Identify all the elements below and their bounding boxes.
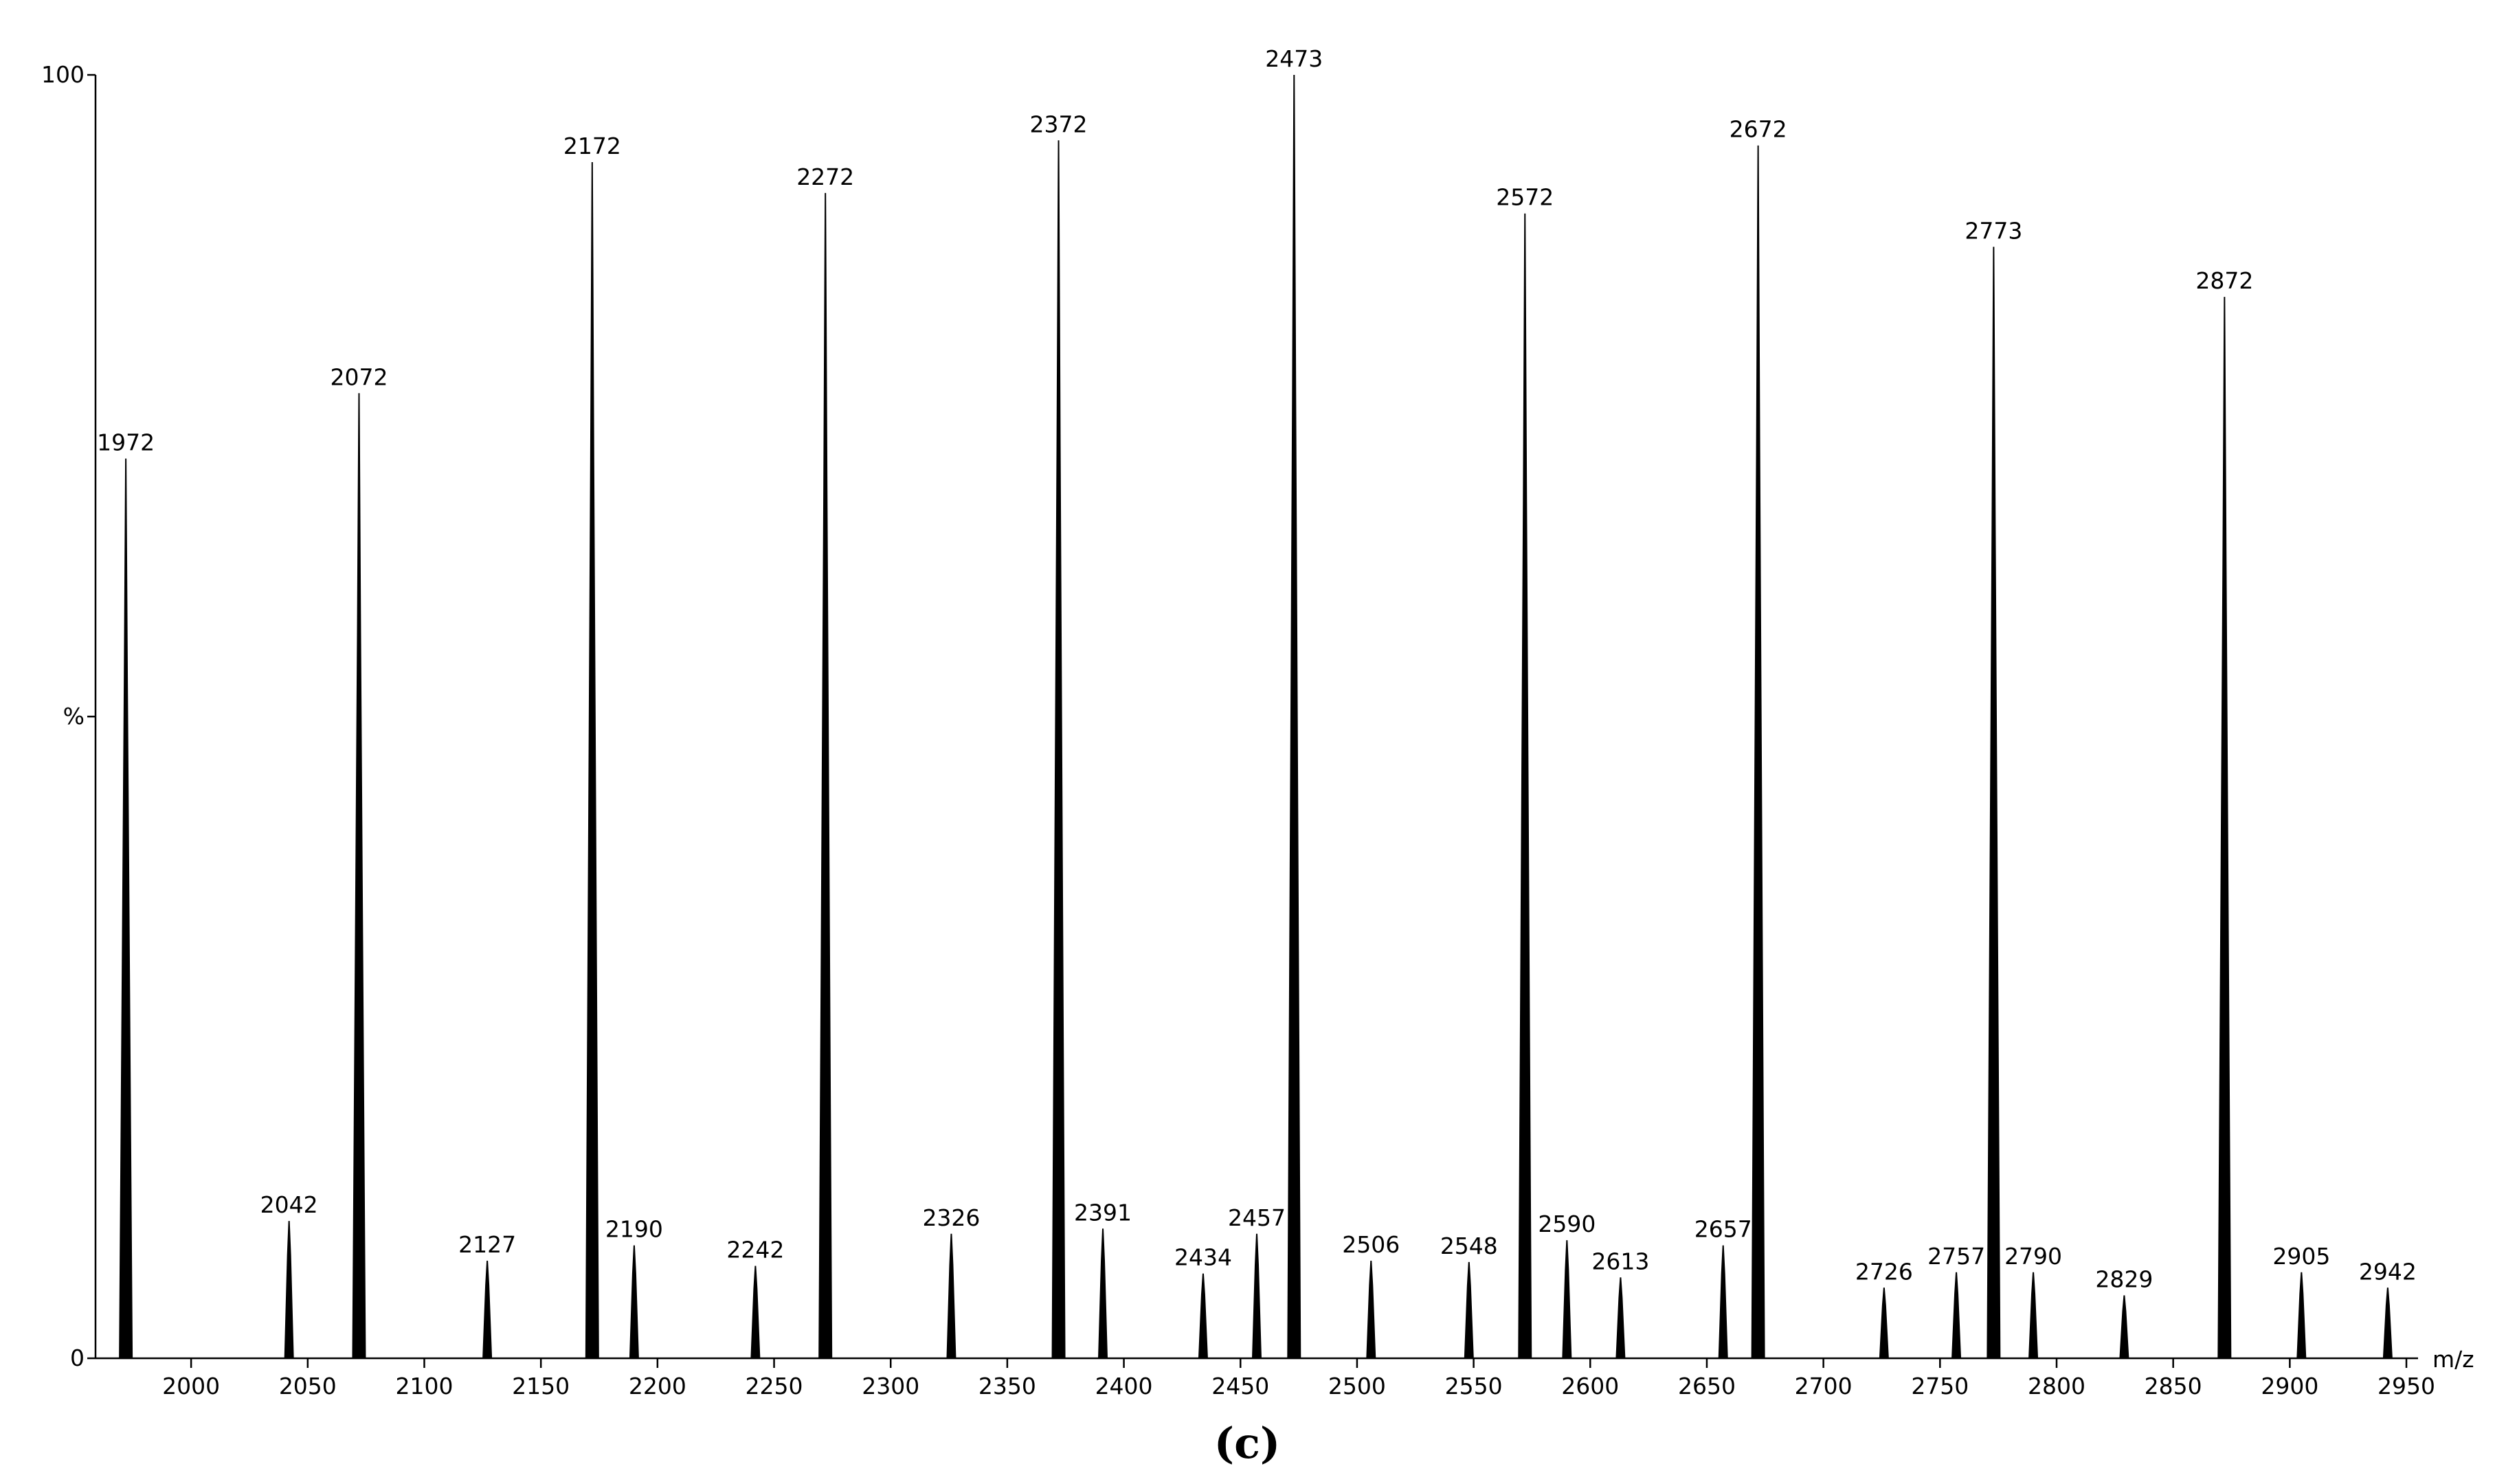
peak-label: 1972 <box>97 429 155 456</box>
peak-label: 2242 <box>726 1237 784 1263</box>
x-tick-label: 2050 <box>279 1373 337 1399</box>
peak-label: 2434 <box>1174 1244 1232 1271</box>
x-tick-label: 2750 <box>1911 1373 1969 1399</box>
peak-label: 2572 <box>1496 184 1554 211</box>
peak <box>1879 1288 1889 1359</box>
peak-label: 2190 <box>605 1216 663 1243</box>
peak <box>1097 1228 1108 1359</box>
peak <box>1051 140 1066 1359</box>
peak <box>1615 1277 1626 1359</box>
peak <box>1464 1261 1474 1359</box>
peak <box>1518 213 1532 1359</box>
peak <box>352 393 366 1359</box>
peak <box>2217 297 2232 1359</box>
peak <box>2119 1295 2129 1359</box>
peak <box>1366 1260 1376 1359</box>
x-tick-label: 2700 <box>1795 1373 1853 1399</box>
peak-label: 2657 <box>1694 1216 1752 1243</box>
peak-label: 2905 <box>2272 1243 2330 1270</box>
peak <box>1287 74 1301 1359</box>
x-tick-label: 2800 <box>2028 1373 2085 1399</box>
x-tick-label: 2000 <box>162 1373 220 1399</box>
peak <box>750 1266 761 1359</box>
peak-label: 2506 <box>1342 1231 1400 1258</box>
peak <box>818 192 833 1359</box>
peak <box>482 1260 493 1359</box>
peak <box>2028 1272 2039 1359</box>
peak-label: 2127 <box>458 1231 516 1258</box>
peak <box>284 1221 294 1359</box>
peak <box>1251 1233 1262 1359</box>
peak-label: 2548 <box>1440 1233 1498 1259</box>
peak-label: 2372 <box>1030 111 1088 137</box>
x-tick-label: 2100 <box>396 1373 454 1399</box>
peak-label: 2172 <box>563 133 621 159</box>
peak-label: 2391 <box>1074 1199 1132 1226</box>
peak <box>629 1245 639 1359</box>
peak <box>1198 1273 1208 1359</box>
peak-label: 2872 <box>2195 267 2253 294</box>
peak-label: 2457 <box>1228 1204 1286 1231</box>
peak-label: 2790 <box>2004 1243 2062 1270</box>
x-tick-label: 2400 <box>1095 1373 1153 1399</box>
peak <box>1562 1240 1572 1359</box>
peak <box>946 1233 956 1359</box>
y-tick-label: % <box>63 703 85 730</box>
peak-label: 2829 <box>2095 1266 2153 1292</box>
x-tick-label: 2600 <box>1561 1373 1619 1399</box>
x-tick-label: 2850 <box>2145 1373 2202 1399</box>
peak-label: 2613 <box>1591 1248 1649 1274</box>
x-tick-label: 2250 <box>746 1373 803 1399</box>
peak <box>2296 1272 2307 1359</box>
x-tick-label: 2900 <box>2261 1373 2318 1399</box>
peak-label: 2326 <box>922 1204 980 1231</box>
x-tick-label: 2500 <box>1328 1373 1386 1399</box>
x-tick-label: 2550 <box>1445 1373 1503 1399</box>
peak-label: 2072 <box>330 363 388 390</box>
x-tick-label: 2950 <box>2377 1373 2435 1399</box>
peak <box>2382 1288 2393 1359</box>
peak-label: 2757 <box>1927 1243 1985 1270</box>
x-tick-label: 2300 <box>862 1373 919 1399</box>
peak <box>585 162 599 1359</box>
x-tick-label: 2450 <box>1211 1373 1269 1399</box>
peak-label: 2590 <box>1538 1211 1596 1237</box>
y-tick-label: 100 <box>41 61 85 88</box>
peak <box>1987 247 2001 1359</box>
peak-label: 2272 <box>796 164 854 190</box>
peak-label: 2726 <box>1855 1258 1913 1285</box>
peak-label: 2773 <box>1965 217 2022 244</box>
x-tick-label: 2350 <box>978 1373 1036 1399</box>
x-tick-label: 2150 <box>512 1373 570 1399</box>
x-axis-label: m/z <box>2432 1346 2474 1373</box>
peak-label: 2473 <box>1265 45 1323 72</box>
peak <box>119 458 133 1359</box>
peak-label: 2942 <box>2359 1258 2417 1285</box>
x-tick-label: 2200 <box>629 1373 686 1399</box>
peak <box>1718 1245 1728 1359</box>
y-tick-label: 0 <box>70 1345 85 1371</box>
x-tick-label: 2650 <box>1678 1373 1736 1399</box>
peak <box>1751 145 1765 1359</box>
peak <box>1951 1272 1962 1359</box>
peak-label: 2042 <box>260 1191 318 1218</box>
peak-label: 2672 <box>1730 116 1787 143</box>
caption: (c) <box>1214 1418 1280 1468</box>
